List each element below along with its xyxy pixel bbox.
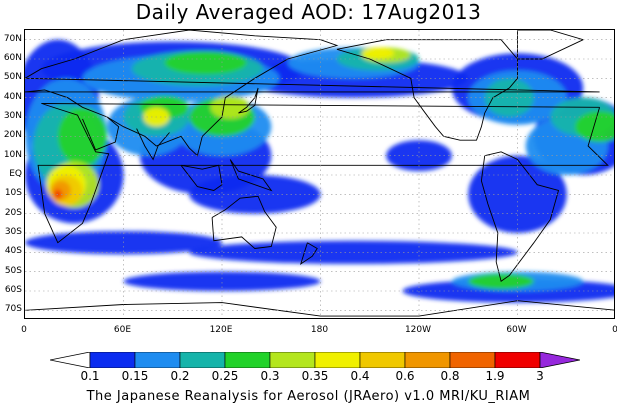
lon-label: 0	[612, 325, 617, 335]
colorbar-segment	[224, 352, 271, 368]
lat-label: 30S	[4, 227, 22, 237]
aod-map	[24, 29, 615, 319]
colorbar-segment	[134, 352, 181, 368]
lat-label: 20S	[4, 207, 22, 218]
colorbar-segment	[314, 352, 361, 368]
colorbar-segment	[404, 352, 451, 368]
colorbar-label: 0.6	[395, 369, 415, 383]
coastline	[82, 116, 120, 151]
colorbar	[50, 352, 580, 368]
aod-field	[25, 30, 614, 318]
lat-label: 60N	[3, 53, 22, 63]
lat-label: 40N	[3, 91, 22, 102]
aod-contour-region	[189, 240, 518, 264]
colorbar-label: 0.15	[121, 369, 149, 383]
lat-label: 40S	[4, 246, 22, 257]
colorbar-label: 0.3	[260, 369, 280, 383]
coastline	[229, 159, 273, 192]
lon-label: 120E	[209, 325, 233, 335]
colorbar-label: 0.1	[80, 369, 100, 383]
coastline	[238, 87, 259, 114]
colorbar-segment	[449, 352, 496, 368]
lat-label: EQ	[9, 169, 22, 179]
lon-label: 60W	[506, 325, 527, 335]
colorbar-segment	[359, 352, 406, 368]
footer-credit: The Japanese Reanalysis for Aerosol (JRA…	[86, 389, 531, 404]
lat-label: 50S	[4, 265, 22, 276]
lat-label: 60S	[4, 285, 22, 295]
aod-contour-region	[468, 155, 567, 233]
aod-contour-region	[484, 78, 534, 117]
colorbar-label: 0.2	[170, 369, 190, 383]
lat-label: 70S	[4, 304, 22, 315]
colorbar-over-triangle	[539, 352, 580, 368]
aod-contour-region	[210, 95, 250, 119]
colorbar-label: 1.9	[485, 369, 505, 383]
aod-contour-region	[574, 111, 614, 143]
colorbar-label: 3	[536, 369, 544, 383]
lat-label: 10S	[4, 188, 22, 199]
lat-label: 20N	[3, 130, 22, 141]
colorbar-under-triangle	[50, 352, 91, 368]
lon-label: 180	[310, 325, 329, 335]
colorbar-label: 0.4	[350, 369, 370, 383]
coastline	[136, 128, 170, 161]
coastline	[37, 103, 609, 244]
colorbar-segment	[269, 352, 316, 368]
colorbar-segment	[179, 352, 226, 368]
colorbar-segment	[89, 352, 136, 368]
lon-label: 120W	[404, 325, 432, 335]
coastline	[480, 151, 560, 283]
aod-contour-region	[123, 271, 321, 291]
coastline	[180, 164, 223, 191]
lon-label: 0	[21, 325, 27, 335]
map-title: Daily Averaged AOD: 17Aug2013	[135, 0, 482, 24]
aod-contour-region	[386, 140, 452, 172]
coastline	[25, 30, 600, 157]
aod-contour-region	[57, 107, 108, 166]
aod-contour-region	[164, 51, 247, 75]
colorbar-label: 0.8	[440, 369, 460, 383]
coastline	[336, 39, 518, 141]
colorbar-label: 0.25	[211, 369, 239, 383]
lon-label: 60E	[113, 325, 132, 335]
aod-contour-region	[361, 47, 395, 59]
lat-label: 30N	[3, 111, 22, 121]
coastline	[25, 300, 614, 317]
lat-label: 70N	[3, 33, 22, 44]
coastline	[211, 195, 277, 249]
colorbar-label: 0.35	[301, 369, 329, 383]
lat-label: 10N	[3, 149, 22, 160]
lat-label: 50N	[3, 72, 22, 83]
coastline	[299, 242, 318, 265]
colorbar-segment	[494, 352, 541, 368]
